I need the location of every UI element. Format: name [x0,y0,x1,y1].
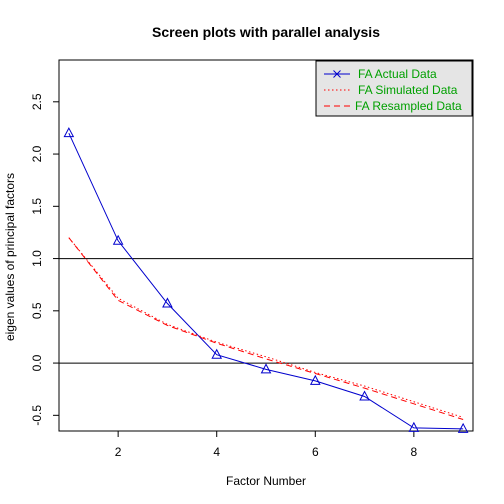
series-line-3 [68,237,464,420]
plot-area: 2 4 6 8 -0.5 0.0 0.5 1.0 1.5 2.0 2.5 [30,59,474,459]
chart-title: Screen plots with parallel analysis [152,24,380,40]
plot-frame [58,59,474,432]
y-tick-label: 1.0 [30,250,44,267]
data-point [408,421,420,432]
x-tick-label: 8 [411,445,418,459]
x-tick-label: 4 [213,445,220,459]
legend-label-2: FA Simulated Data [358,83,458,97]
legend-marker [333,70,341,78]
legend-label-3: FA Resampled Data [355,99,462,113]
data-point [162,297,173,308]
data-point [359,390,370,401]
legend-box [315,60,473,117]
data-point [260,363,272,374]
data-point [112,234,124,245]
y-tick-label: 0.5 [30,302,44,319]
y-tick-label: 0.0 [30,354,44,371]
x-tick-label: 2 [115,445,122,459]
legend: FA Actual Data FA Simulated Data FA Resamp… [315,60,473,117]
y-tick-label: 1.5 [30,198,44,215]
legend-label-1: FA Actual Data [358,67,437,81]
data-point [457,422,469,433]
x-axis-label: Factor Number [226,474,306,488]
data-point [211,348,223,359]
y-tick-label: 2.0 [30,145,44,162]
series-line-2 [68,237,464,418]
data-point [63,127,75,138]
series-line-1 [68,132,464,430]
y-tick-label: -0.5 [30,405,44,426]
y-tick-label: 2.5 [30,93,44,110]
y-axis-label: eigen values of principal factors [3,173,17,341]
x-tick-label: 6 [312,445,319,459]
data-point [309,374,321,385]
